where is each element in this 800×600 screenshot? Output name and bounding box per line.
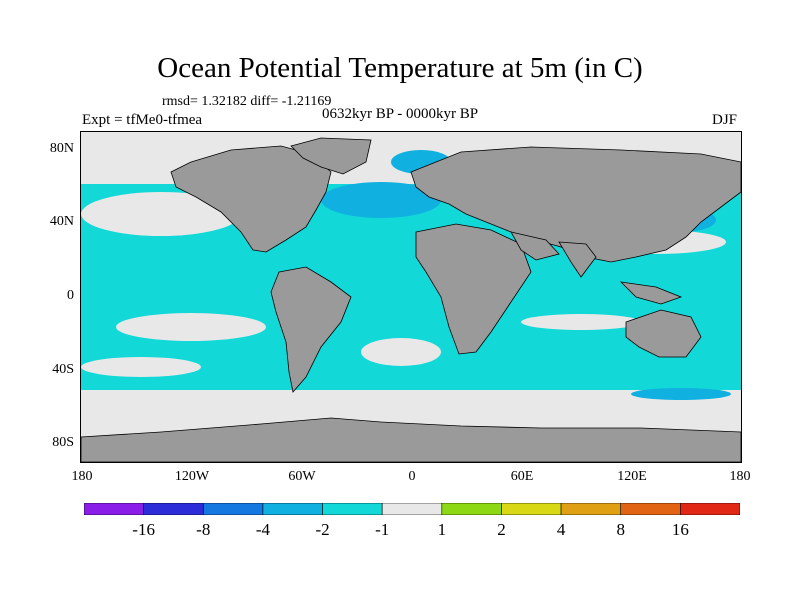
y-tick-label: 80N	[49, 141, 74, 156]
x-tick-label: 120W	[174, 469, 210, 484]
greenland	[290, 137, 372, 175]
colorbar-swatch	[322, 503, 383, 515]
stats-label: rmsd= 1.32182 diff= -1.21169	[162, 94, 332, 109]
colorbar-label: -2	[315, 520, 330, 539]
experiment-label: Expt = tfMe0-tfmea	[82, 112, 203, 128]
antarctica	[81, 417, 741, 462]
southern-cold	[631, 388, 731, 400]
n-pacific-neutral	[81, 192, 241, 236]
n-atlantic-cold	[321, 182, 441, 218]
period-label: 0632kyr BP - 0000kyr BP	[322, 106, 479, 122]
colorbar-swatch	[560, 503, 622, 515]
colorbar-swatch	[143, 503, 204, 515]
colorbar-swatch	[381, 503, 443, 515]
s-indian-neutral	[521, 314, 641, 330]
s-pacific-neutral	[116, 313, 266, 341]
y-tick-label: 40N	[49, 214, 74, 229]
y-tick-label: 40S	[52, 362, 74, 377]
colorbar-label: 16	[671, 520, 689, 539]
colorbar-swatch	[262, 503, 323, 515]
x-tick-label: 60W	[288, 469, 316, 484]
colorbar	[84, 503, 740, 515]
x-tick-label: 180	[71, 469, 93, 484]
colorbar-swatch	[680, 503, 740, 515]
colorbar-swatch	[84, 503, 144, 515]
colorbar-label: -16	[132, 520, 155, 539]
colorbar-label: -8	[196, 520, 211, 539]
colorbar-label: 4	[556, 520, 566, 539]
colorbar-swatch	[441, 503, 502, 515]
colorbar-label: -1	[375, 520, 390, 539]
australia	[625, 309, 702, 358]
season-label: DJF	[712, 112, 738, 128]
x-tick-label: 60E	[510, 469, 534, 484]
india	[558, 241, 597, 278]
plot-title: Ocean Potential Temperature at 5m (in C)	[157, 52, 643, 84]
map-panel	[80, 131, 742, 463]
se-asia-islands	[619, 281, 683, 305]
land-masses	[81, 137, 741, 462]
y-tick-label: 0	[67, 288, 74, 303]
s-pacific-neutral-2	[81, 357, 201, 377]
arabia	[510, 231, 560, 261]
x-tick-label: 0	[408, 469, 416, 484]
colorbar-label: 2	[497, 520, 506, 539]
colorbar-label: 8	[616, 520, 625, 539]
colorbar-swatch	[620, 503, 681, 515]
colorbar-swatch	[202, 503, 264, 515]
colorbar-label: -4	[255, 520, 270, 539]
y-tick-label: 80S	[52, 435, 74, 450]
x-tick-label: 180	[729, 469, 751, 484]
colorbar-swatch	[501, 503, 562, 515]
eurasia	[410, 146, 741, 263]
colorbar-label: 1	[437, 520, 447, 539]
africa	[415, 223, 532, 355]
south-america	[270, 266, 352, 393]
s-atlantic-neutral	[361, 338, 441, 366]
x-tick-label: 120E	[617, 469, 647, 484]
